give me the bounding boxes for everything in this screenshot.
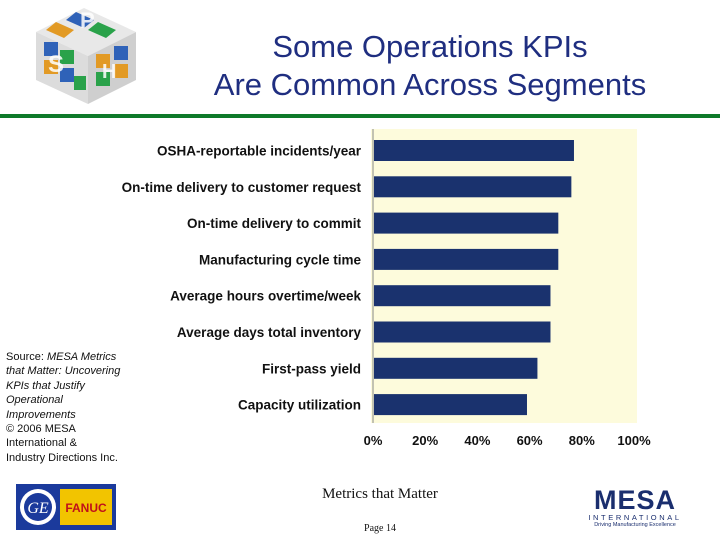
x-tick-label: 20% [412,433,438,448]
slide-title: Some Operations KPIs Are Common Across S… [160,28,700,104]
bar-6 [374,321,551,343]
bar-3 [374,212,559,234]
source-publication: MESA Metrics that Matter: Uncovering KPI… [6,351,121,421]
source-copyright-line-2: International & [6,437,77,450]
svg-text:H: H [102,61,116,83]
svg-text:P: P [80,8,95,33]
x-tick-label: 40% [464,433,490,448]
plot-area [371,129,637,423]
title-divider [0,114,720,118]
svg-text:S: S [48,51,64,78]
bar-7 [374,357,538,379]
kpi-bar-chart: OSHA-reportable incidents/year On-time de… [122,129,651,448]
source-copyright-line-3: Industry Directions Inc. [6,451,118,464]
category-label: First-pass yield [262,361,361,376]
fanuc-box [60,489,112,525]
category-label: OSHA-reportable incidents/year [157,144,362,159]
category-label: Manufacturing cycle time [199,252,362,267]
mesa-logo-tagline: Driving Manufacturing Excellence [594,522,676,528]
x-tick-label: 60% [517,433,543,448]
source-label: Source: [6,351,47,363]
bar-4 [374,248,559,270]
bar-2 [374,176,572,198]
page-number: Page 14 [364,523,396,534]
category-label: Capacity utilization [238,398,361,413]
fanuc-wordmark: FANUC [65,501,107,515]
bar-8 [374,394,527,416]
x-tick-label: 0% [364,433,383,448]
category-label: On-time delivery to commit [187,216,362,231]
title-line-2: Are Common Across Segments [213,67,647,102]
svg-text:GE: GE [27,500,49,517]
footer-title: Metrics that Matter [322,486,438,502]
source-copyright-line-1: © 2006 MESA [6,423,76,436]
title-line-1: Some Operations KPIs [272,29,588,64]
category-label: Average hours overtime/week [170,289,361,304]
x-tick-label: 80% [569,433,595,448]
category-label: Average days total inventory [177,325,362,340]
category-label: On-time delivery to customer request [122,180,362,195]
source-note: Source: MESA Metrics that Matter: Uncove… [6,350,134,465]
bar-5 [374,285,551,307]
bar-1 [374,140,574,161]
mesa-logo-wordmark: MESA [593,485,676,515]
mesa-logo-subtext: INTERNATIONAL [588,513,682,522]
x-tick-label: 100% [617,433,651,448]
cube-logo-graphic: P S H [36,8,136,104]
ge-fanuc-logo: GE FANUC [16,484,116,530]
